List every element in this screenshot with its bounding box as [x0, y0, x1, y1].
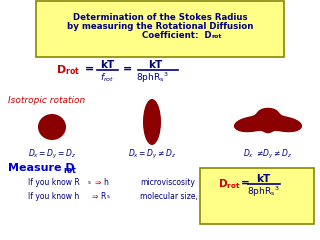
- Text: kT: kT: [256, 174, 270, 184]
- Text: $\mathbf{D_{rot}}$: $\mathbf{D_{rot}}$: [218, 177, 241, 191]
- Text: molecular size, shape: molecular size, shape: [140, 192, 223, 201]
- Text: $\mathbf{D_{rot}}$: $\mathbf{D_{rot}}$: [56, 63, 80, 77]
- Text: $\Rightarrow$: $\Rightarrow$: [93, 178, 102, 187]
- Text: $D_x = D_y = D_z$: $D_x = D_y = D_z$: [28, 148, 76, 161]
- Ellipse shape: [38, 114, 66, 140]
- Text: R: R: [100, 192, 105, 201]
- Text: =: =: [84, 64, 94, 74]
- Text: h: h: [103, 178, 108, 187]
- Text: kT: kT: [100, 60, 114, 70]
- Text: $8\mathrm{phR_s}^3$: $8\mathrm{phR_s}^3$: [136, 71, 168, 85]
- Text: Determination of the Stokes Radius: Determination of the Stokes Radius: [73, 13, 247, 22]
- FancyBboxPatch shape: [200, 168, 314, 224]
- Text: Measure D: Measure D: [8, 163, 75, 173]
- Text: If you know R: If you know R: [28, 178, 80, 187]
- Text: Isotropic rotation: Isotropic rotation: [8, 96, 85, 105]
- Text: If you know h: If you know h: [28, 192, 79, 201]
- Text: =: =: [124, 64, 132, 74]
- Text: $D_x = D_y \neq D_z$: $D_x = D_y \neq D_z$: [128, 148, 176, 161]
- Text: $8\mathrm{phR_s}^3$: $8\mathrm{phR_s}^3$: [247, 185, 279, 199]
- Text: microviscosity: microviscosity: [140, 178, 195, 187]
- Text: kT: kT: [148, 60, 162, 70]
- Text: by measuring the Rotational Diffusion: by measuring the Rotational Diffusion: [67, 22, 253, 31]
- Text: rot: rot: [211, 34, 221, 39]
- Text: s: s: [107, 194, 110, 199]
- Text: $f_{rot}$: $f_{rot}$: [100, 71, 114, 84]
- Text: rot: rot: [63, 166, 76, 175]
- Text: Coefficient:  D: Coefficient: D: [142, 31, 212, 40]
- FancyBboxPatch shape: [36, 1, 284, 57]
- Text: s: s: [88, 180, 91, 186]
- Text: =: =: [241, 178, 250, 188]
- Text: $D_x\ \neq\!D_y \neq D_z$: $D_x\ \neq\!D_y \neq D_z$: [243, 148, 293, 161]
- Ellipse shape: [143, 99, 161, 145]
- PathPatch shape: [234, 108, 302, 133]
- Text: $\Rightarrow$: $\Rightarrow$: [90, 192, 100, 201]
